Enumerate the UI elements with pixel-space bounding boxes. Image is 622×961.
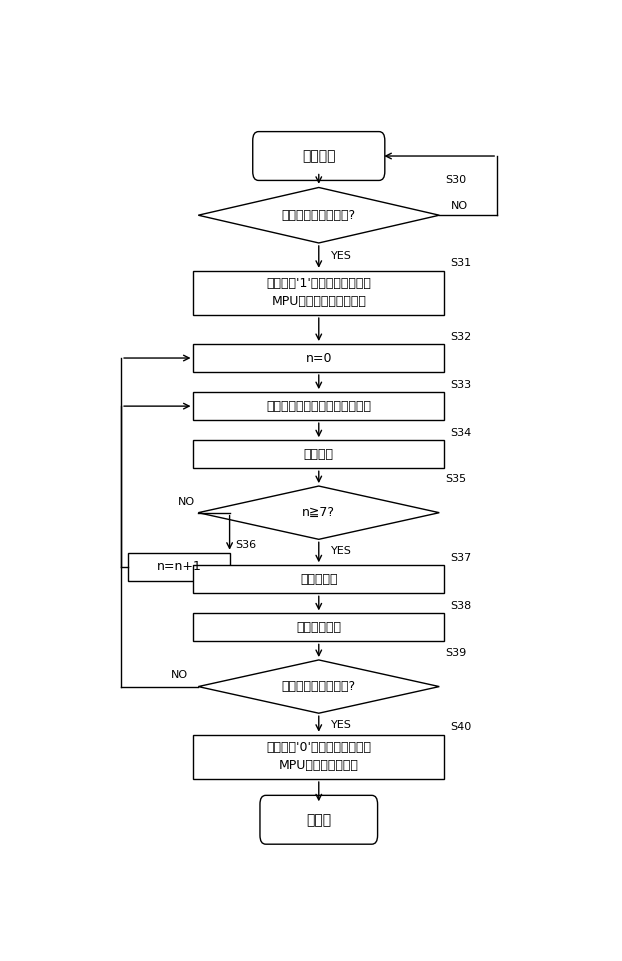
Text: S33: S33 xyxy=(450,380,471,390)
Text: 心電データ取得開始?: 心電データ取得開始? xyxy=(282,209,356,222)
Text: 加算処理: 加算処理 xyxy=(304,448,334,460)
Text: エンド: エンド xyxy=(306,813,332,826)
Polygon shape xyxy=(198,187,439,243)
Text: NO: NO xyxy=(170,671,188,680)
Text: n=0: n=0 xyxy=(305,352,332,364)
Bar xyxy=(193,344,444,372)
Text: レベルが'1'の切替信号を出力
MPUをストレーブに設定: レベルが'1'の切替信号を出力 MPUをストレーブに設定 xyxy=(266,278,371,308)
Text: デジタル心電データを取り込む: デジタル心電データを取り込む xyxy=(266,400,371,412)
Text: メモリに格納: メモリに格納 xyxy=(296,621,341,634)
Text: S32: S32 xyxy=(450,332,471,342)
FancyBboxPatch shape xyxy=(260,796,378,844)
Bar xyxy=(193,565,444,593)
Text: S36: S36 xyxy=(235,540,256,551)
Text: NO: NO xyxy=(452,202,468,211)
Text: S37: S37 xyxy=(450,553,471,563)
Text: 平均化処理: 平均化処理 xyxy=(300,573,338,586)
Polygon shape xyxy=(198,486,439,539)
Bar xyxy=(193,271,444,315)
Text: YES: YES xyxy=(331,720,351,730)
FancyBboxPatch shape xyxy=(253,132,385,181)
Text: S30: S30 xyxy=(445,175,466,185)
Bar xyxy=(193,392,444,420)
Bar xyxy=(128,553,230,580)
Bar xyxy=(193,734,444,779)
Polygon shape xyxy=(198,660,439,713)
Text: n≧7?: n≧7? xyxy=(302,506,335,519)
Text: S40: S40 xyxy=(450,723,471,732)
Text: S38: S38 xyxy=(450,601,471,611)
Text: S35: S35 xyxy=(445,474,466,483)
Text: YES: YES xyxy=(331,251,351,261)
Text: S31: S31 xyxy=(450,259,471,268)
Text: n=n+1: n=n+1 xyxy=(157,560,202,573)
Text: レベルが'0'の切替信号を出力
MPUをマスタに設定: レベルが'0'の切替信号を出力 MPUをマスタに設定 xyxy=(266,741,371,773)
Bar xyxy=(193,613,444,641)
Text: YES: YES xyxy=(331,546,351,556)
Text: S39: S39 xyxy=(445,648,466,657)
Text: S34: S34 xyxy=(450,428,471,438)
Bar xyxy=(193,440,444,468)
Text: スタート: スタート xyxy=(302,149,335,163)
Text: 心電データ取得終了?: 心電データ取得終了? xyxy=(282,680,356,693)
Text: NO: NO xyxy=(178,497,195,506)
